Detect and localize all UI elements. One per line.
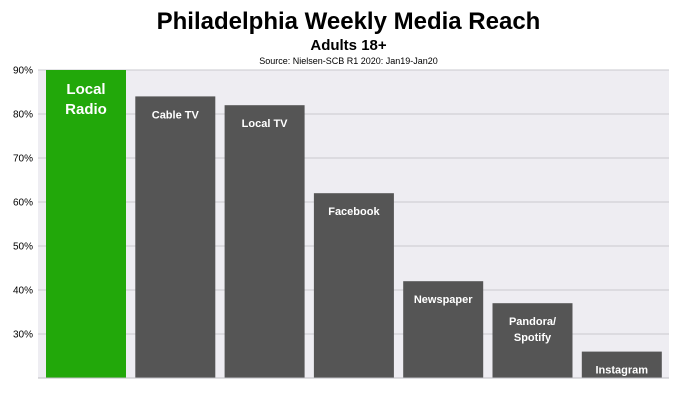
- bar: [46, 70, 126, 378]
- bar: [403, 281, 484, 378]
- bar: [224, 105, 305, 378]
- bar-label: Spotify: [514, 332, 552, 344]
- y-tick-label: 70%: [13, 154, 33, 165]
- bar-label: Cable TV: [152, 109, 200, 121]
- y-tick-label: 40%: [13, 286, 33, 297]
- chart-title: Philadelphia Weekly Media Reach: [156, 8, 541, 35]
- y-tick-label: 30%: [13, 330, 33, 341]
- y-tick-label: 60%: [13, 198, 33, 209]
- chart-source: Source: Nielsen-SCB R1 2020: Jan19-Jan20: [259, 56, 438, 66]
- y-tick-label: 50%: [13, 242, 33, 253]
- bar: [135, 96, 216, 379]
- bar: [313, 193, 394, 378]
- bar-label: Pandora/: [509, 316, 556, 328]
- bar-label: Newspaper: [414, 294, 473, 306]
- chart-subtitle: Adults 18+: [310, 37, 387, 54]
- y-tick-label: 90%: [13, 66, 33, 77]
- bar-label: Local: [66, 81, 105, 98]
- bar-label: Facebook: [328, 206, 380, 218]
- bar: [492, 303, 573, 378]
- y-tick-label: 80%: [13, 110, 33, 121]
- bar-label: Instagram: [596, 365, 649, 377]
- bar: [581, 351, 662, 378]
- bar-label: Local TV: [242, 118, 289, 130]
- bar-label: Radio: [65, 101, 107, 118]
